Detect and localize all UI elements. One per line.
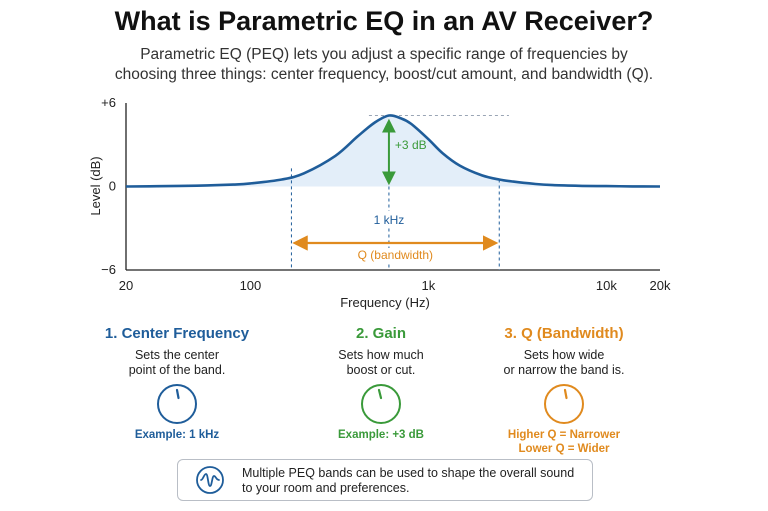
x-tick-label: 20k (650, 278, 671, 293)
center-frequency-label: 1 kHz (374, 213, 405, 227)
eq-chart: +6 0 −6 20 100 1k 10k 20k Level (dB) Frequency… (88, 95, 671, 310)
note-text: Multiple PEQ bands can be used to shape … (242, 466, 574, 496)
param-example: Example: 1 kHz (134, 429, 220, 441)
y-axis-label: Level (dB) (88, 156, 103, 215)
param-description-line: or narrow the band is. (503, 363, 625, 377)
param-heading: 2. Gain (355, 325, 407, 342)
param-description-line: boost or cut. (346, 363, 416, 377)
knob-icon (544, 384, 584, 424)
note-line: to your room and preferences. (242, 481, 410, 495)
x-tick-label: 100 (240, 278, 262, 293)
subtitle-line-1: Parametric EQ (PEQ) lets you adjust a sp… (140, 46, 628, 63)
y-tick-label: +6 (101, 95, 116, 110)
param-example: Higher Q = Narrower (507, 429, 621, 441)
note-line: Multiple PEQ bands can be used to shape … (242, 466, 575, 480)
param-description-line: Sets how wide (523, 348, 605, 362)
param-gain: 2. Gain Sets how much boost or cut. Exam… (271, 325, 491, 442)
eq-curve (125, 114, 661, 188)
page-title: What is Parametric EQ in an AV Receiver? (114, 6, 654, 36)
gain-label: +3 dB (395, 138, 427, 152)
x-axis-label: Frequency (Hz) (340, 295, 430, 310)
bandwidth-label: Q (bandwidth) (358, 248, 433, 262)
waveform-icon (196, 466, 224, 494)
subtitle-line-2: choosing three things: center frequency,… (114, 66, 654, 83)
x-tick-label: 20 (119, 278, 133, 293)
knob-icon (157, 384, 197, 424)
param-description-line: point of the band. (128, 363, 226, 377)
param-description: Sets how wide or narrow the band is. (454, 348, 674, 378)
param-heading: 3. Q (Bandwidth) (504, 325, 624, 342)
center-label-background (368, 211, 409, 227)
knob-icon (361, 384, 401, 424)
param-heading: 1. Center Frequency (104, 325, 250, 342)
param-description: Sets how much boost or cut. (271, 348, 491, 378)
info-note: Multiple PEQ bands can be used to shape … (177, 459, 593, 501)
param-bandwidth: 3. Q (Bandwidth) Sets how wide or narrow… (454, 325, 674, 456)
bandwidth-label-background (347, 248, 444, 263)
y-tick-label: −6 (101, 262, 116, 277)
param-example: Example: +3 dB (338, 429, 424, 441)
curve-fill-area (126, 115, 660, 187)
x-tick-label: 10k (596, 278, 617, 293)
param-description-line: Sets how much (338, 348, 424, 362)
y-tick-label: 0 (109, 179, 116, 194)
x-tick-label: 1k (422, 278, 436, 293)
param-description: Sets the center point of the band. (67, 348, 287, 378)
param-description-line: Sets the center (134, 348, 220, 362)
param-example: Lower Q = Wider (518, 443, 610, 455)
param-center-frequency: 1. Center Frequency Sets the center poin… (67, 325, 287, 442)
